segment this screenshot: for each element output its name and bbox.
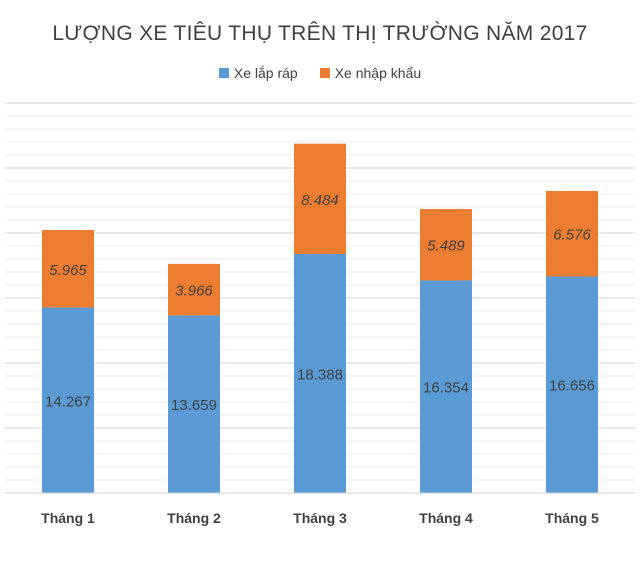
data-label: 18.388 bbox=[297, 366, 343, 383]
legend-item-xe-lap-rap: Xe lắp ráp bbox=[218, 65, 298, 81]
legend-label: Xe nhập khẩu bbox=[334, 65, 422, 81]
x-tick-label: Tháng 3 bbox=[293, 510, 347, 526]
data-label: 14.267 bbox=[45, 393, 91, 410]
data-label: 16.354 bbox=[423, 380, 469, 397]
x-tick-label: Tháng 5 bbox=[545, 510, 599, 526]
data-label: 3.966 bbox=[175, 283, 213, 300]
bar-xe-nhap-khau bbox=[42, 229, 94, 308]
data-label: 8.484 bbox=[301, 192, 339, 209]
bar-xe-lap-rap bbox=[42, 307, 94, 493]
bar-xe-nhap-khau bbox=[294, 143, 346, 254]
data-label: 16.656 bbox=[549, 378, 595, 395]
x-tick-label: Tháng 2 bbox=[167, 510, 221, 526]
x-tick-label: Tháng 4 bbox=[419, 510, 473, 526]
bar-xe-lap-rap bbox=[168, 315, 220, 493]
data-label: 13.659 bbox=[171, 397, 217, 414]
legend-swatch bbox=[319, 68, 330, 78]
bar-xe-lap-rap bbox=[546, 276, 598, 493]
x-tick-label: Tháng 1 bbox=[41, 510, 95, 526]
data-label: 6.576 bbox=[553, 227, 591, 244]
legend: Xe lắp ráp Xe nhập khẩu bbox=[0, 65, 640, 81]
bar-xe-lap-rap bbox=[294, 253, 346, 493]
chart-title: LƯỢNG XE TIÊU THỤ TRÊN THỊ TRƯỜNG NĂM 20… bbox=[52, 22, 588, 45]
data-label: 5.965 bbox=[49, 262, 87, 279]
bar-xe-lap-rap bbox=[420, 280, 472, 493]
legend-item-xe-nhap-khau: Xe nhập khẩu bbox=[319, 65, 422, 81]
bar-xe-nhap-khau bbox=[168, 263, 220, 316]
legend-swatch bbox=[218, 68, 229, 78]
bar-xe-nhap-khau bbox=[546, 190, 598, 277]
data-label: 5.489 bbox=[427, 238, 465, 255]
legend-label: Xe lắp ráp bbox=[233, 65, 298, 81]
bar-xe-nhap-khau bbox=[420, 209, 472, 281]
